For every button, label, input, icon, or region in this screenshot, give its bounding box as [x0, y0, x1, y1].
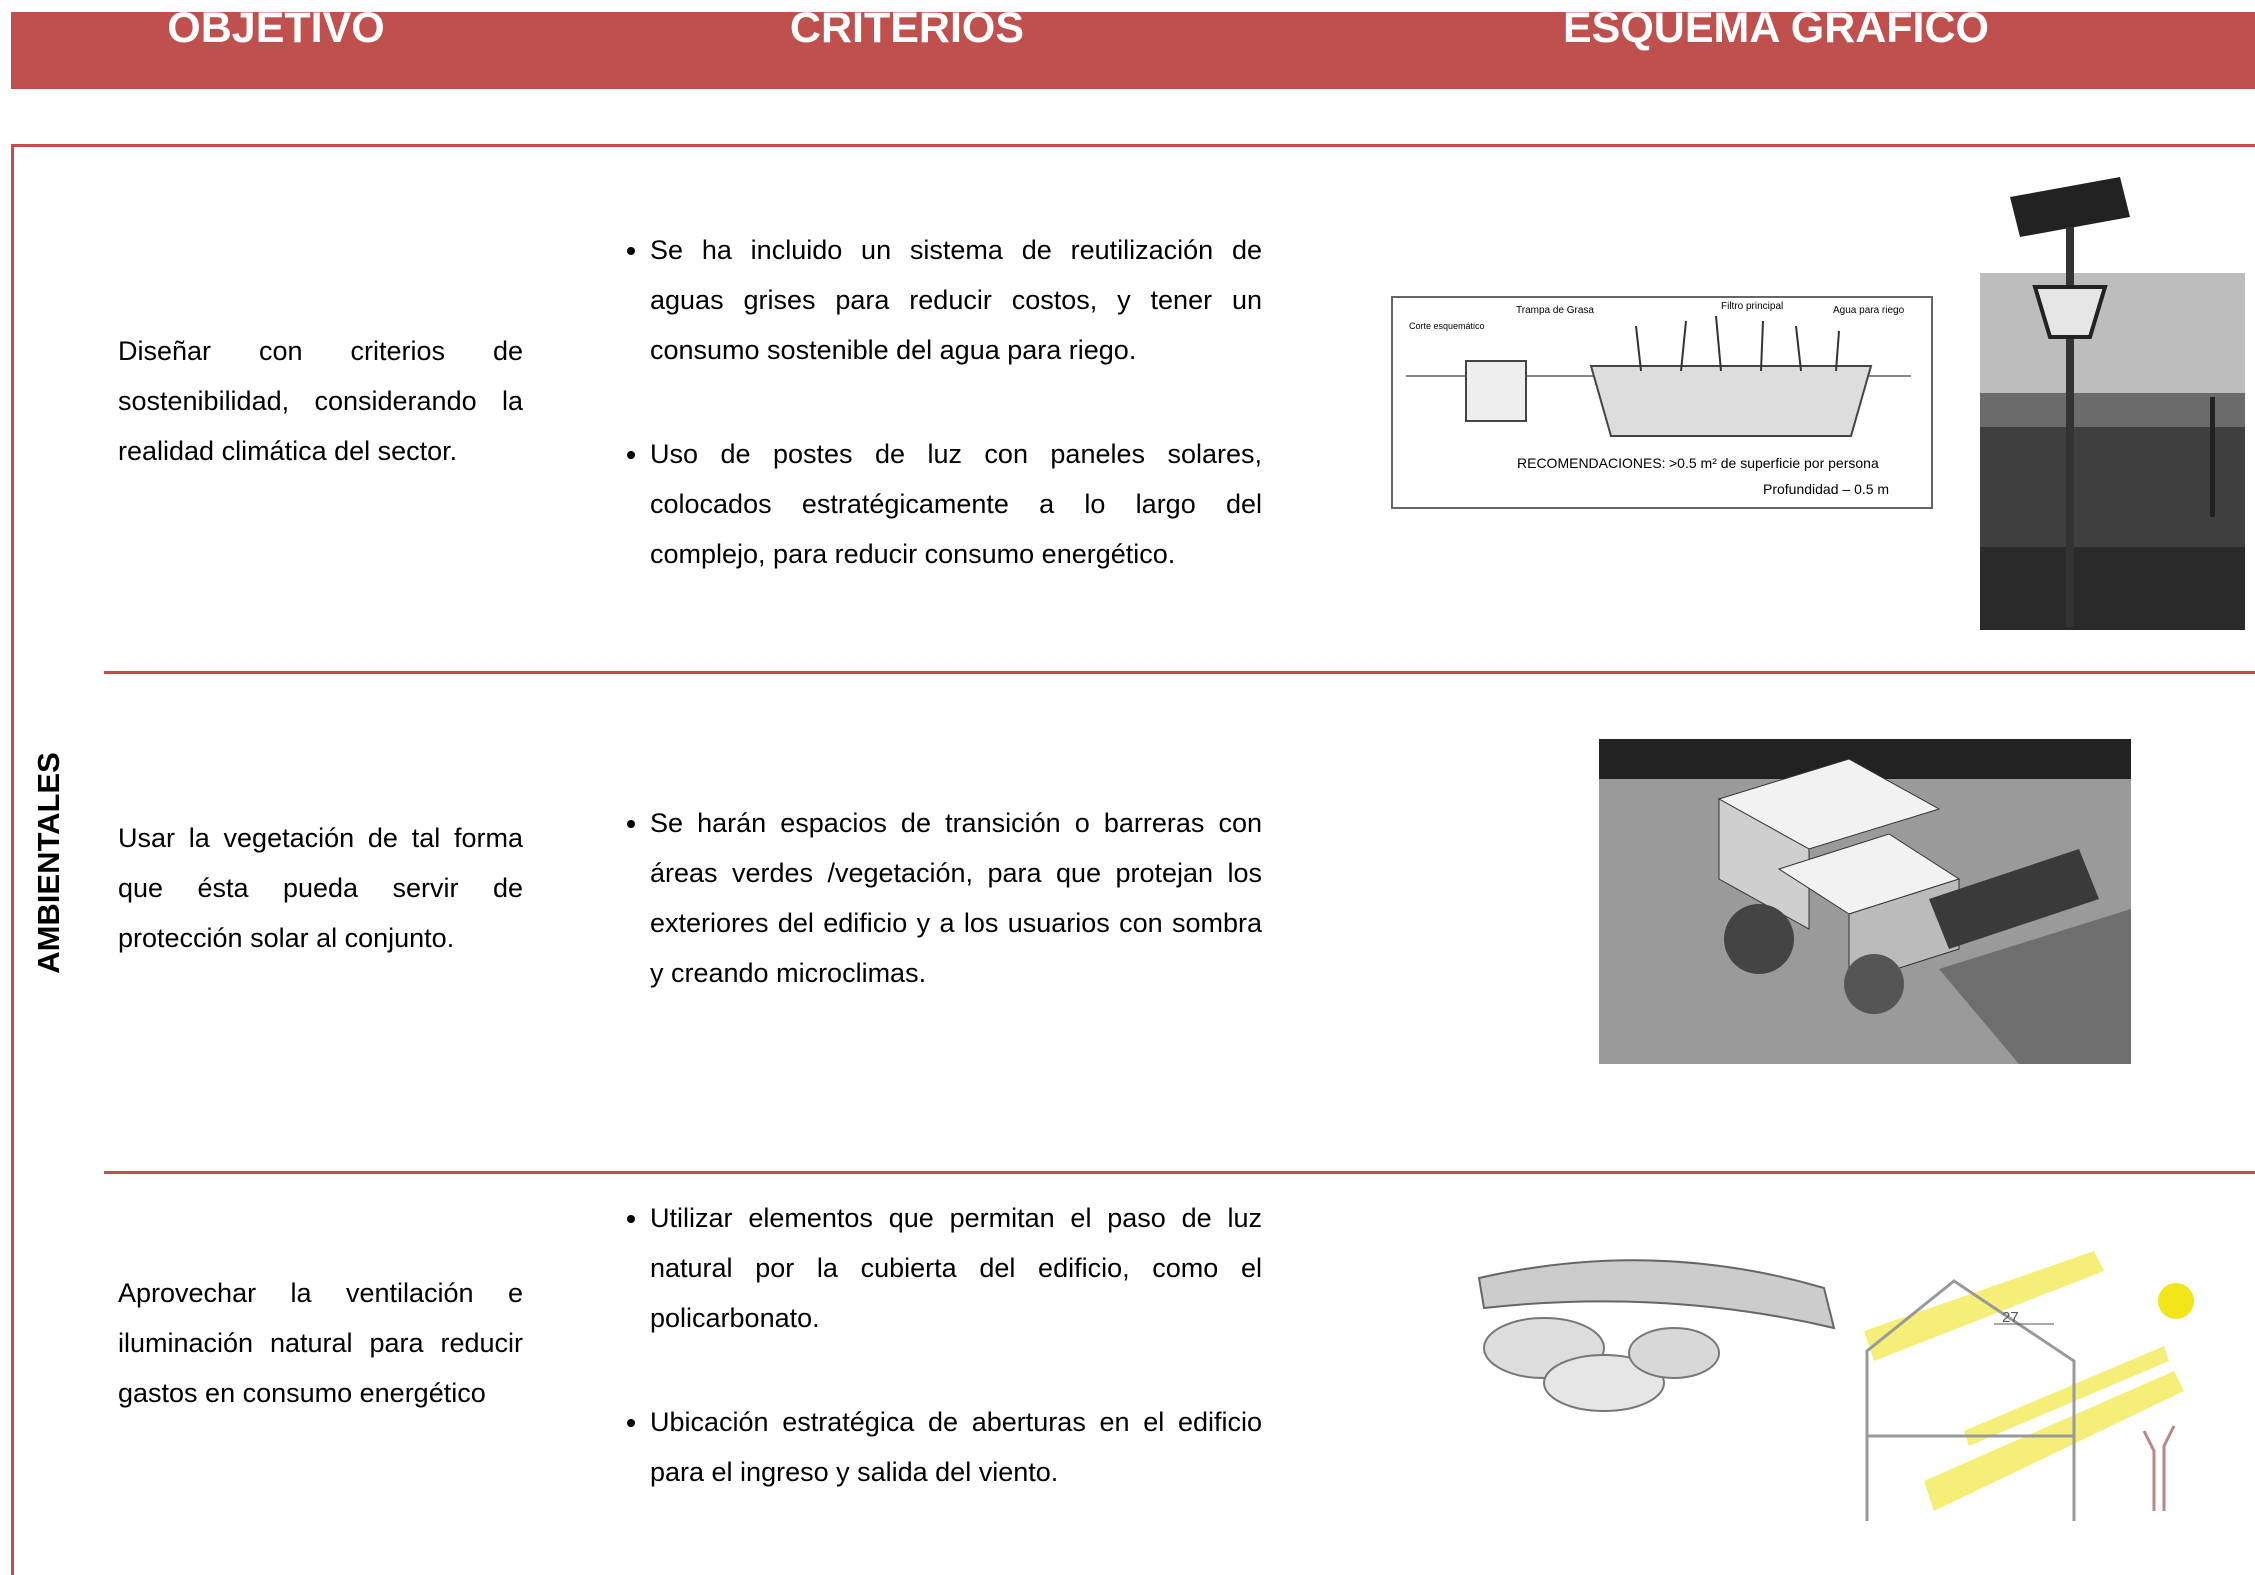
column-header: ESQUEMA GRÁFICO: [1562, 4, 1990, 52]
diagram-note: Profundidad – 0.5 m: [1763, 481, 1889, 497]
criterion: Utilizar elementos que permitan el paso …: [650, 1193, 1262, 1343]
sun-section-sketch: 27: [1864, 1251, 2194, 1521]
row-divider: [104, 671, 2255, 674]
objective: Usar la vegetación de tal forma que ésta…: [118, 823, 523, 953]
header-bar: [11, 12, 2255, 89]
diagram-label: Filtro principal: [1721, 301, 1783, 312]
section-label: AMBIENTALES: [31, 752, 66, 974]
table-border: [11, 144, 14, 1575]
criterion: Se harán espacios de transición o barrer…: [650, 798, 1262, 998]
diagram-label: Trampa de Grasa: [1516, 305, 1594, 316]
diagram-label: Agua para riego: [1833, 305, 1905, 316]
criteria-list: Se harán espacios de transición o barrer…: [612, 798, 1262, 998]
grey-water-diagram: Corte esquemático Trampa de Grasa Filtro…: [1391, 296, 1933, 509]
column-header: OBJETIVO: [167, 4, 385, 52]
column-header: CRITERIOS: [789, 4, 1025, 52]
criterion: Ubicación estratégica de aberturas en el…: [650, 1397, 1262, 1497]
objective: Diseñar con criterios de sostenibilidad,…: [118, 336, 523, 466]
angle-label: 27: [2002, 1309, 2019, 1326]
row-divider: [104, 1171, 2255, 1174]
criteria-list: Utilizar elementos que permitan el paso …: [612, 1193, 1262, 1497]
criterion: Se ha incluido un sistema de reutilizaci…: [650, 225, 1262, 375]
diagram-label: Corte esquemático: [1409, 321, 1485, 331]
objective: Aprovechar la ventilación e iluminación …: [118, 1278, 523, 1408]
table-border: [11, 144, 2255, 147]
diagram-note: RECOMENDACIONES:: [1517, 455, 1666, 471]
site-render: [1599, 739, 2131, 1064]
solar-lamp-photo: [1980, 177, 2245, 630]
criteria-list: Se ha incluido un sistema de reutilizaci…: [612, 225, 1262, 579]
diagram-note: >0.5 m² de superficie por persona: [1669, 455, 1879, 471]
criterion: Uso de postes de luz con paneles solares…: [650, 429, 1262, 579]
roof-sketch: [1477, 1259, 1836, 1412]
